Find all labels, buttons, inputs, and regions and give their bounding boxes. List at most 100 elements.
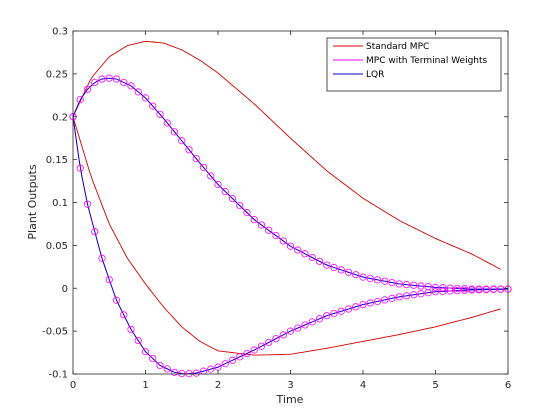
marker-point bbox=[366, 299, 374, 307]
marker-point bbox=[105, 276, 113, 284]
marker-point bbox=[294, 324, 302, 332]
marker-point bbox=[178, 137, 186, 145]
marker-point bbox=[431, 283, 440, 291]
marker-point bbox=[134, 336, 142, 345]
x-tick-label: 4 bbox=[360, 380, 366, 391]
marker-point bbox=[192, 369, 200, 377]
marker-point bbox=[98, 254, 106, 262]
marker-point bbox=[344, 268, 353, 276]
x-tick-label: 3 bbox=[287, 380, 293, 391]
marker-point bbox=[141, 94, 150, 102]
marker-point bbox=[272, 232, 280, 240]
marker-point bbox=[236, 201, 244, 210]
x-tick-label: 6 bbox=[505, 380, 511, 391]
marker-point bbox=[192, 155, 200, 163]
marker-point bbox=[388, 278, 396, 287]
marker-point bbox=[265, 226, 273, 234]
marker-point bbox=[489, 285, 498, 294]
marker-point bbox=[381, 296, 389, 304]
marker-point bbox=[141, 348, 150, 356]
marker-point bbox=[497, 285, 505, 293]
marker-point bbox=[83, 85, 92, 93]
marker-point bbox=[410, 281, 418, 289]
marker-point bbox=[243, 349, 251, 358]
marker-point bbox=[359, 273, 367, 281]
marker-point bbox=[243, 209, 251, 217]
marker-point bbox=[352, 271, 360, 279]
marker-point bbox=[402, 281, 411, 289]
marker-point bbox=[410, 291, 418, 299]
marker-point bbox=[149, 354, 157, 363]
marker-point bbox=[482, 286, 490, 294]
y-axis-label: Plant Outputs bbox=[26, 164, 39, 239]
marker-point bbox=[431, 288, 440, 296]
marker-point bbox=[112, 296, 121, 304]
marker-point bbox=[366, 274, 374, 283]
marker-point bbox=[315, 257, 324, 265]
marker-point bbox=[199, 163, 208, 171]
marker-point bbox=[460, 286, 469, 294]
marker-point bbox=[170, 128, 179, 136]
marker-point bbox=[257, 342, 266, 350]
marker-point bbox=[214, 180, 222, 189]
legend-box bbox=[326, 37, 502, 92]
marker-point bbox=[395, 293, 403, 301]
x-tick-label: 5 bbox=[432, 380, 438, 391]
marker-point bbox=[178, 369, 186, 378]
ticks-layer: 0 1 2 3 4 5 6 -0.1 -0.05 0 0.05 0.1 0.15 0.2 0.25 0.3 bbox=[42, 27, 511, 392]
marker-point bbox=[127, 325, 135, 334]
marker-point bbox=[417, 282, 425, 290]
marker-point bbox=[76, 164, 84, 172]
marker-point bbox=[134, 88, 142, 96]
legend: Standard MPC MPC with Terminal Weights L… bbox=[326, 37, 502, 92]
marker-point bbox=[112, 75, 121, 83]
series-line-2-1 bbox=[72, 116, 509, 375]
y-tick-label: 0.2 bbox=[52, 112, 68, 123]
marker-point bbox=[221, 360, 229, 368]
y-tick-label: 0.25 bbox=[46, 69, 68, 80]
marker-point bbox=[250, 346, 258, 354]
marker-point bbox=[381, 277, 389, 285]
marker-point bbox=[221, 187, 229, 196]
marker-point bbox=[323, 261, 331, 269]
series-line-0-1 bbox=[72, 116, 501, 356]
marker-point bbox=[127, 82, 135, 90]
series-line-0-0 bbox=[72, 40, 501, 270]
x-tick-label: 1 bbox=[142, 380, 148, 391]
marker-point bbox=[402, 292, 411, 300]
marker-point bbox=[279, 331, 287, 339]
marker-point bbox=[301, 321, 309, 329]
marker-point bbox=[163, 119, 171, 127]
marker-point bbox=[468, 286, 476, 294]
marker-point bbox=[446, 284, 454, 292]
marker-point bbox=[91, 78, 99, 87]
marker-point bbox=[337, 266, 345, 274]
legend-label-mpc-terminal-weights: MPC with Terminal Weights bbox=[366, 56, 488, 66]
marker-point bbox=[308, 318, 316, 326]
x-axis-label: Time bbox=[276, 393, 304, 406]
marker-point bbox=[475, 286, 483, 294]
marker-point bbox=[83, 200, 92, 208]
marker-point bbox=[417, 290, 425, 298]
y-tick-label: 0 bbox=[62, 284, 68, 295]
marker-point bbox=[185, 146, 193, 154]
series-line-2-0 bbox=[72, 77, 508, 290]
marker-point bbox=[120, 311, 128, 319]
y-tick-label: 0.3 bbox=[52, 27, 68, 38]
marker-point bbox=[76, 96, 84, 104]
marker-point bbox=[446, 287, 454, 295]
y-tick-label: -0.1 bbox=[48, 370, 68, 381]
marker-point bbox=[395, 280, 403, 288]
marker-point bbox=[207, 172, 215, 180]
marker-point bbox=[272, 335, 280, 343]
marker-point bbox=[330, 309, 338, 318]
x-tick-label: 0 bbox=[70, 380, 76, 391]
y-tick-label: 0.1 bbox=[52, 198, 68, 209]
marker-point bbox=[207, 365, 215, 373]
marker-point bbox=[337, 307, 345, 315]
marker-point bbox=[373, 297, 382, 306]
marker-point bbox=[439, 287, 447, 295]
marker-point bbox=[373, 276, 382, 284]
legend-label-standard-mpc: Standard MPC bbox=[366, 42, 429, 52]
